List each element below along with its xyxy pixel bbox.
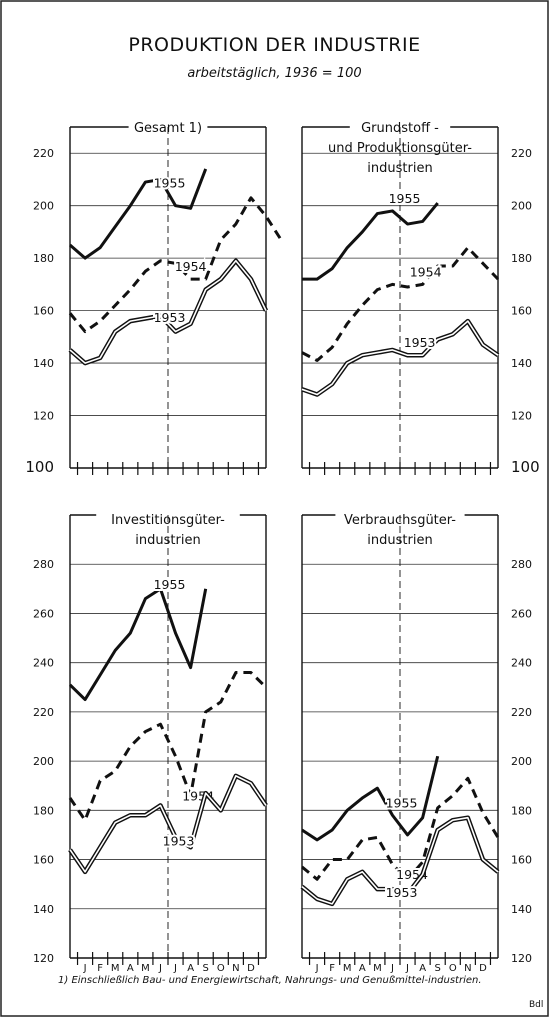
- month-label: D: [479, 963, 487, 974]
- y-tick-label: 120: [33, 952, 54, 965]
- y-tick-label: 220: [511, 706, 532, 719]
- y-tick-label: 140: [511, 357, 532, 370]
- y-tick-label: 180: [511, 804, 532, 817]
- series-label: 1953: [386, 885, 418, 900]
- series-line-1955: [69, 168, 208, 260]
- series-line-1955: [302, 202, 439, 281]
- y-tick-label: 160: [33, 305, 54, 318]
- y-tick-label: 200: [511, 200, 532, 213]
- series-line-1954: [301, 776, 500, 881]
- series-label: 1955: [154, 175, 186, 190]
- y-tick-label: 180: [511, 252, 532, 265]
- month-label: O: [217, 963, 225, 974]
- month-label: O: [449, 963, 457, 974]
- month-label: M: [141, 963, 150, 974]
- month-label: F: [97, 963, 103, 974]
- month-label: J: [83, 963, 87, 974]
- y-tick-label: 240: [33, 657, 54, 670]
- month-label: J: [173, 963, 177, 974]
- y-tick-label: 120: [33, 410, 54, 423]
- y-tick-label: 120: [511, 410, 532, 423]
- month-label: S: [203, 963, 209, 974]
- series-line-1953-inner: [69, 259, 267, 364]
- page-subtitle: arbeitstäglich, 1936 = 100: [187, 66, 362, 81]
- series-line-1953-inner: [301, 816, 499, 905]
- y-tick-label: 120: [511, 952, 532, 965]
- series-label: 1954: [175, 259, 207, 274]
- y-tick-label: 260: [511, 607, 532, 620]
- y-tick-label: 220: [33, 147, 54, 160]
- series-label: 1954: [410, 264, 442, 279]
- series-line-1955: [301, 755, 440, 842]
- series-line-1954: [68, 671, 268, 822]
- series-label: 1953: [154, 310, 186, 325]
- panel-title: und Produktionsgüter-: [328, 141, 472, 156]
- y-tick-label: 160: [511, 305, 532, 318]
- month-label: D: [247, 963, 255, 974]
- series-line-1954: [301, 246, 500, 362]
- month-label: S: [435, 963, 441, 974]
- month-label: F: [329, 963, 335, 974]
- y-tick-label: 100: [511, 458, 540, 476]
- month-label: J: [158, 963, 162, 974]
- series-label: 1953: [404, 335, 436, 350]
- series-label: 1955: [386, 795, 418, 810]
- y-tick-label: 240: [511, 657, 532, 670]
- series-label: 1955: [389, 191, 421, 206]
- y-tick-label: 200: [33, 755, 54, 768]
- page-title: PRODUKTION DER INDUSTRIE: [128, 34, 421, 56]
- credit-mark: Bdl: [529, 1000, 544, 1010]
- series-label: 1955: [154, 577, 186, 592]
- month-label: A: [187, 963, 194, 974]
- y-tick-label: 220: [511, 147, 532, 160]
- y-tick-label: 180: [33, 252, 54, 265]
- y-tick-label: 200: [511, 755, 532, 768]
- footnote: 1) Einschließlich Bau- und Energiewirtsc…: [58, 975, 482, 986]
- series-line-1953-inner: [69, 775, 267, 873]
- series-line-1955: [68, 587, 208, 702]
- month-label: A: [359, 963, 366, 974]
- y-tick-label: 160: [511, 854, 532, 867]
- panel-title: industrien: [367, 161, 432, 176]
- y-tick-label: 280: [511, 558, 532, 571]
- month-label: J: [315, 963, 319, 974]
- month-label: N: [232, 963, 239, 974]
- series-line-1954: [68, 196, 283, 334]
- y-tick-label: 260: [33, 607, 54, 620]
- y-tick-label: 140: [33, 903, 54, 916]
- month-label: M: [373, 963, 382, 974]
- y-tick-label: 180: [33, 804, 54, 817]
- month-label: A: [419, 963, 426, 974]
- y-tick-label: 160: [33, 854, 54, 867]
- y-tick-label: 140: [33, 357, 54, 370]
- series-label: 1953: [163, 833, 195, 848]
- y-tick-label: 100: [25, 458, 54, 476]
- month-label: M: [111, 963, 120, 974]
- series-line-1953-inner: [301, 320, 499, 396]
- y-tick-label: 140: [511, 903, 532, 916]
- y-tick-label: 200: [33, 200, 54, 213]
- y-tick-label: 220: [33, 706, 54, 719]
- month-label: A: [127, 963, 134, 974]
- y-tick-label: 280: [33, 558, 54, 571]
- month-label: M: [343, 963, 352, 974]
- month-label: J: [405, 963, 409, 974]
- month-label: J: [390, 963, 394, 974]
- month-label: N: [464, 963, 471, 974]
